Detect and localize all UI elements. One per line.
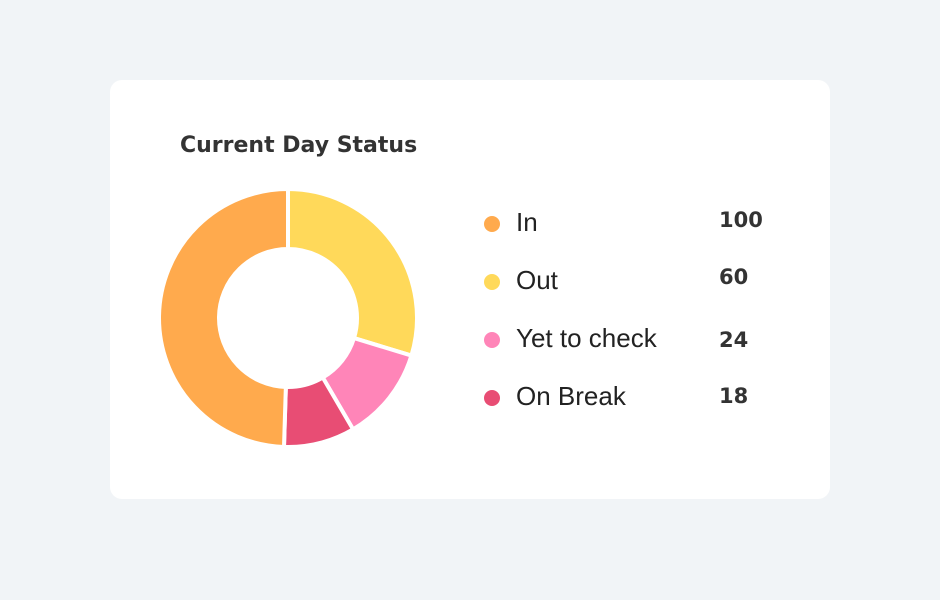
legend-label: Out bbox=[516, 265, 558, 295]
chart-legend: In 100 Out 60 Yet to check 24 On Break 1… bbox=[484, 193, 784, 425]
donut-chart bbox=[157, 186, 419, 450]
legend-item-yet-to-check: Yet to check 24 bbox=[484, 309, 784, 367]
card-title: Current Day Status bbox=[180, 133, 418, 158]
legend-item-on-break: On Break 18 bbox=[484, 367, 784, 425]
status-card: Current Day Status In 100 Out 60 Yet to … bbox=[110, 80, 830, 499]
legend-dot-on-break bbox=[484, 390, 500, 406]
legend-value: 60 bbox=[719, 265, 749, 289]
legend-item-in: In 100 bbox=[484, 193, 784, 251]
legend-dot-out bbox=[484, 274, 500, 290]
legend-value: 100 bbox=[719, 208, 763, 232]
legend-value: 18 bbox=[719, 384, 749, 408]
legend-label: Yet to check bbox=[516, 323, 657, 353]
legend-value: 24 bbox=[719, 328, 749, 352]
legend-item-out: Out 60 bbox=[484, 251, 784, 309]
legend-label: On Break bbox=[516, 381, 626, 411]
donut-slice-in bbox=[157, 186, 290, 450]
legend-label: In bbox=[516, 207, 538, 237]
donut-slice-out bbox=[286, 186, 419, 359]
legend-dot-yet-to-check bbox=[484, 332, 500, 348]
legend-dot-in bbox=[484, 216, 500, 232]
